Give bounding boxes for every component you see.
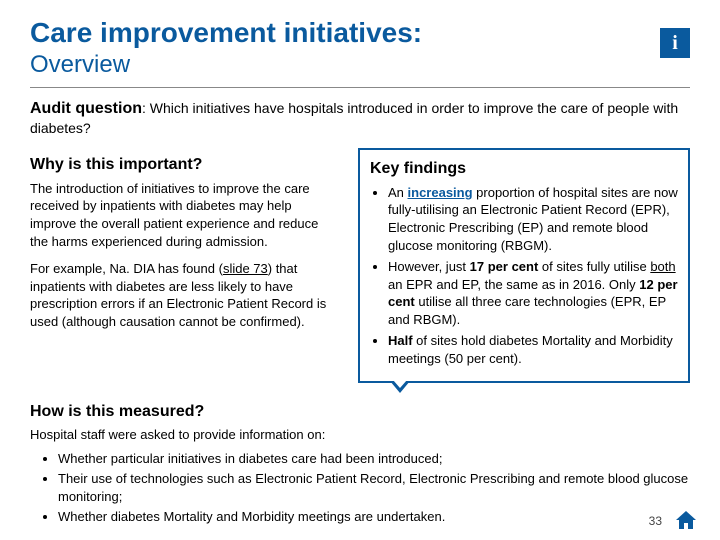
- measured-heading: How is this measured?: [30, 401, 690, 423]
- finding-item-2: However, just 17 per cent of sites fully…: [388, 258, 678, 328]
- why-paragraph-1: The introduction of initiatives to impro…: [30, 180, 340, 250]
- audit-question: Audit question: Which initiatives have h…: [30, 98, 690, 138]
- f3-b1: Half: [388, 333, 413, 348]
- measured-bullet-2: Their use of technologies such as Electr…: [58, 470, 690, 506]
- measured-section: How is this measured? Hospital staff wer…: [30, 401, 690, 526]
- f3-post: of sites hold diabetes Mortality and Mor…: [388, 333, 673, 366]
- why-column: Why is this important? The introduction …: [30, 148, 340, 340]
- key-findings-heading: Key findings: [370, 158, 678, 180]
- measured-bullet-1: Whether particular initiatives in diabet…: [58, 450, 690, 468]
- finding-item-1: An increasing proportion of hospital sit…: [388, 184, 678, 254]
- measured-bullet-3: Whether diabetes Mortality and Morbidity…: [58, 508, 690, 526]
- f2-m2: an EPR and EP, the same as in 2016. Only: [388, 277, 639, 292]
- why-paragraph-2: For example, Na. DIA has found (slide 73…: [30, 260, 340, 330]
- page-number: 33: [649, 514, 662, 528]
- f2-both: both: [650, 259, 675, 274]
- f2-post: utilise all three care technologies (EPR…: [388, 294, 666, 327]
- page-title: Care improvement initiatives:: [30, 18, 690, 49]
- f1-pre: An: [388, 185, 408, 200]
- f2-m1: of sites fully utilise: [538, 259, 650, 274]
- divider: [30, 87, 690, 88]
- info-badge: i: [660, 28, 690, 58]
- slide-link[interactable]: slide 73: [223, 261, 268, 276]
- f2-pre: However, just: [388, 259, 470, 274]
- key-findings-box: Key findings An increasing proportion of…: [358, 148, 690, 383]
- why-p2-pre: For example, Na. DIA has found (: [30, 261, 223, 276]
- home-icon[interactable]: [674, 508, 698, 532]
- why-heading: Why is this important?: [30, 154, 340, 176]
- finding-item-3: Half of sites hold diabetes Mortality an…: [388, 332, 678, 367]
- page-subtitle: Overview: [30, 51, 690, 79]
- f1-inc: increasing: [408, 185, 473, 200]
- audit-lead: Audit question: [30, 100, 142, 117]
- measured-intro: Hospital staff were asked to provide inf…: [30, 426, 690, 444]
- f2-b1: 17 per cent: [470, 259, 539, 274]
